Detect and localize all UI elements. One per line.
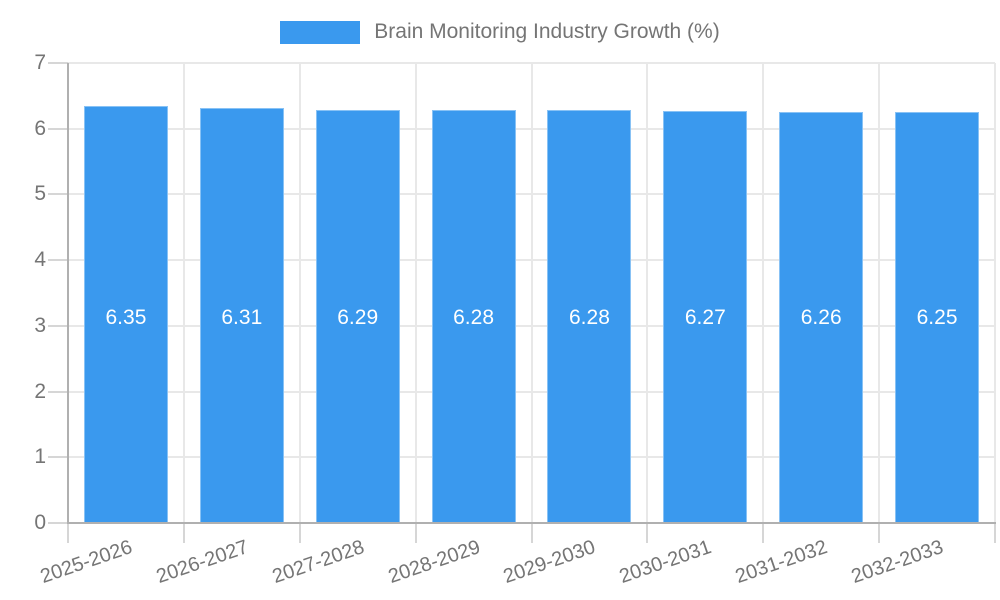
bar[interactable] [547, 110, 632, 523]
v-gridline [994, 63, 996, 523]
y-axis-tick-label: 7 [34, 51, 46, 74]
y-axis-tick-label: 1 [34, 445, 46, 469]
y-axis-tick-label: 3 [34, 313, 46, 337]
bar-value-label: 6.25 [916, 306, 958, 329]
bar[interactable] [431, 110, 516, 523]
y-axis-tick-label: 2 [34, 379, 46, 403]
bar-value-label: 6.26 [800, 306, 842, 329]
y-axis-line [67, 63, 69, 524]
v-gridline [878, 63, 881, 523]
x-axis-tick [298, 523, 301, 543]
x-axis-tick [762, 523, 765, 543]
y-axis-tick [48, 193, 68, 196]
bar[interactable] [83, 105, 168, 523]
v-gridline [182, 63, 185, 523]
x-axis-tick [994, 523, 996, 543]
y-axis-tick-label: 6 [34, 116, 46, 140]
v-gridline [530, 63, 533, 523]
y-axis-tick-label: 4 [34, 248, 46, 272]
v-gridline [646, 63, 649, 523]
bar-value-label: 6.27 [684, 306, 726, 329]
bar[interactable] [315, 109, 400, 523]
x-axis-tick [67, 523, 69, 543]
y-axis-tick [48, 456, 68, 459]
bar[interactable] [663, 110, 748, 523]
bar-value-label: 6.28 [569, 306, 610, 329]
x-axis-line [67, 522, 996, 524]
legend[interactable]: Brain Monitoring Industry Growth (%) [0, 19, 1000, 45]
v-gridline [298, 63, 301, 523]
v-gridline [762, 63, 765, 523]
bar-value-label: 6.28 [453, 306, 494, 329]
y-axis-tick [48, 390, 68, 393]
y-axis-tick [48, 324, 68, 327]
x-axis-tick [878, 523, 881, 543]
y-axis-tick-label: 0 [34, 511, 46, 534]
bar-value-label: 6.31 [221, 306, 263, 329]
legend-swatch [280, 20, 361, 44]
y-axis-tick-label: 5 [34, 182, 46, 206]
bar[interactable] [895, 112, 980, 523]
bar[interactable] [779, 111, 864, 523]
bar-value-label: 6.35 [105, 306, 147, 329]
bar[interactable] [199, 108, 284, 523]
x-axis-tick [530, 523, 533, 543]
v-gridline [414, 63, 417, 523]
y-axis-tick [48, 259, 68, 262]
x-axis-tick [646, 523, 649, 543]
y-axis-tick [48, 62, 68, 64]
y-axis-tick [48, 127, 68, 130]
x-axis-tick [414, 523, 417, 543]
x-axis-tick [182, 523, 185, 543]
y-axis-tick [48, 522, 68, 524]
bar-value-label: 6.29 [337, 306, 379, 329]
legend-label: Brain Monitoring Industry Growth (%) [374, 20, 720, 43]
